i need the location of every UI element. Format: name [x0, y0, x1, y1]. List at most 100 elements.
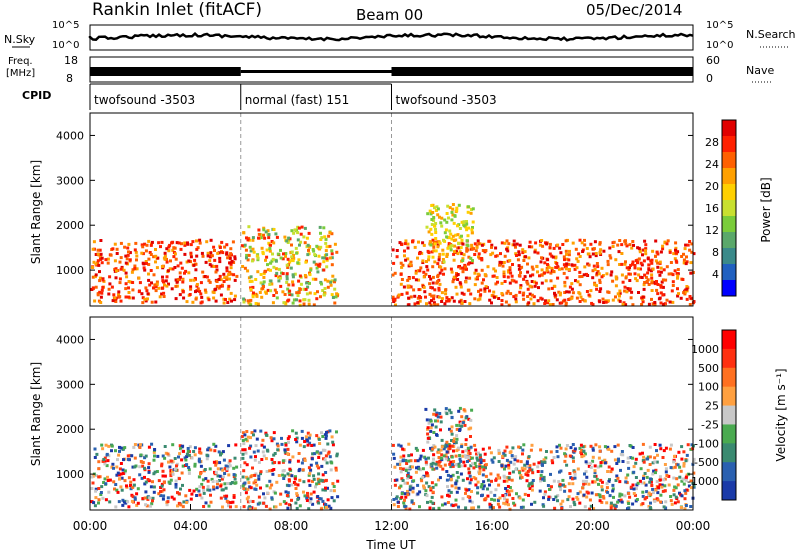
scatter-cell	[630, 290, 634, 294]
scatter-cell	[477, 505, 481, 509]
scatter-cell	[450, 425, 454, 429]
scatter-cell	[124, 295, 128, 299]
scatter-cell	[391, 248, 395, 252]
scatter-cell	[632, 492, 636, 495]
scatter-cell	[290, 498, 293, 502]
scatter-cell	[565, 463, 569, 467]
scatter-cell	[656, 498, 660, 502]
scatter-cell	[595, 262, 599, 265]
scatter-cell	[250, 431, 254, 435]
scatter-cell	[100, 291, 104, 295]
scatter-cell	[576, 467, 580, 471]
scatter-cell	[492, 290, 496, 294]
scatter-cell	[546, 301, 549, 305]
scatter-cell	[452, 221, 456, 225]
scatter-cell	[143, 496, 147, 500]
scatter-cell	[105, 464, 109, 468]
scatter-cell	[590, 491, 594, 495]
scatter-cell	[198, 485, 202, 489]
scatter-cell	[467, 488, 471, 492]
scatter-cell	[246, 500, 250, 504]
scatter-cell	[564, 249, 568, 253]
scatter-cell	[326, 498, 330, 502]
scatter-cell	[585, 475, 589, 479]
scatter-cell	[581, 445, 585, 449]
scatter-cell	[146, 495, 150, 499]
scatter-cell	[457, 462, 461, 466]
scatter-cell	[581, 250, 585, 253]
scatter-cell	[558, 246, 562, 250]
scatter-cell	[674, 248, 677, 252]
scatter-cell	[689, 505, 693, 508]
scatter-cell	[246, 477, 250, 481]
scatter-cell	[90, 487, 94, 490]
scatter-cell	[409, 295, 413, 299]
scatter-cell	[170, 495, 174, 499]
scatter-cell	[222, 458, 226, 462]
scatter-cell	[426, 440, 430, 444]
scatter-cell	[90, 475, 94, 479]
scatter-cell	[253, 507, 257, 511]
scatter-cell	[618, 299, 622, 303]
scatter-cell	[642, 455, 646, 459]
scatter-cell	[467, 459, 471, 462]
scatter-cell	[484, 474, 488, 478]
scatter-cell	[596, 270, 600, 273]
scatter-cell	[268, 282, 272, 286]
scatter-cell	[570, 287, 574, 291]
scatter-cell	[256, 449, 260, 453]
scatter-cell	[118, 445, 121, 449]
scatter-cell	[227, 284, 231, 288]
scatter-cell	[249, 444, 253, 448]
scatter-cell	[292, 231, 296, 235]
scatter-cell	[461, 478, 465, 482]
scatter-cell	[253, 429, 257, 433]
scatter-cell	[429, 286, 433, 289]
scatter-cell	[642, 283, 646, 287]
scatter-cell	[609, 470, 613, 474]
scatter-cell	[320, 479, 324, 483]
scatter-cell	[256, 256, 260, 260]
scatter-cell	[486, 494, 490, 498]
scatter-cell	[249, 486, 253, 490]
scatter-cell	[464, 506, 468, 510]
scatter-cell	[647, 302, 651, 306]
scatter-cell	[517, 445, 521, 449]
scatter-cell	[173, 246, 177, 250]
scatter-cell	[118, 477, 121, 481]
scatter-cell	[636, 481, 640, 485]
scatter-cell	[291, 429, 295, 433]
scatter-cell	[141, 252, 145, 256]
scatter-cell	[436, 245, 440, 249]
scatter-cell	[648, 477, 652, 481]
scatter-cell	[454, 481, 458, 485]
scatter-cell	[144, 286, 148, 290]
scatter-cell	[502, 270, 506, 274]
scatter-cell	[536, 299, 540, 303]
noise-right-top-tick: 10^5	[706, 20, 733, 31]
scatter-cell	[515, 492, 518, 496]
scatter-cell	[147, 263, 151, 266]
scatter-cell	[548, 252, 552, 256]
scatter-cell	[418, 269, 422, 273]
scatter-cell	[215, 264, 219, 268]
scatter-cell	[512, 501, 516, 505]
scatter-cell	[317, 501, 321, 505]
scatter-cell	[124, 501, 128, 505]
scatter-cell	[573, 503, 577, 507]
scatter-cell	[431, 238, 435, 242]
scatter-cell	[323, 433, 327, 437]
scatter-cell	[149, 485, 153, 489]
scatter-cell	[235, 274, 239, 278]
scatter-cell	[527, 455, 531, 459]
scatter-cell	[505, 500, 509, 504]
scatter-cell	[472, 506, 475, 510]
scatter-cell	[262, 226, 266, 230]
scatter-cell	[296, 238, 300, 242]
scatter-cell	[644, 249, 647, 253]
scatter-cell	[692, 457, 696, 461]
scatter-cell	[447, 443, 451, 446]
scatter-cell	[653, 460, 657, 464]
scatter-cell	[181, 483, 184, 487]
scatter-cell	[267, 241, 271, 245]
